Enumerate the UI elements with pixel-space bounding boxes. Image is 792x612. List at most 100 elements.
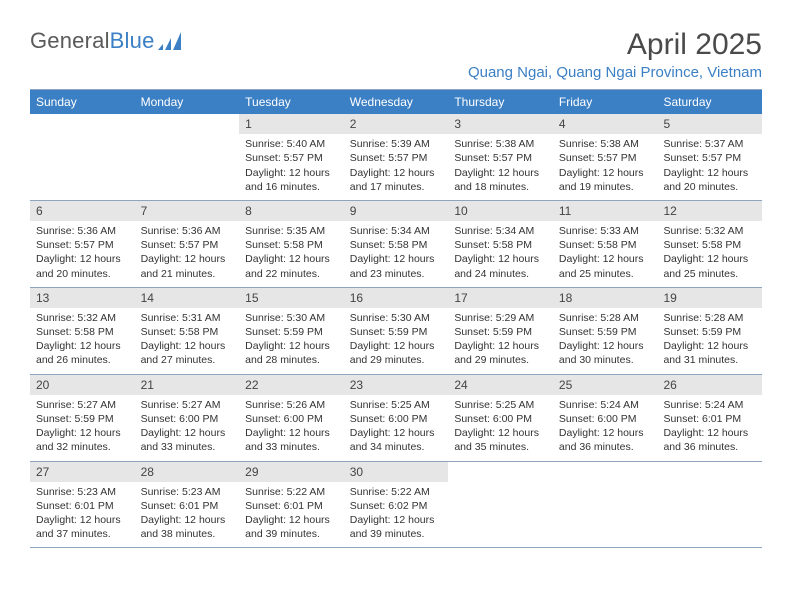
- day-number: 2: [344, 114, 449, 134]
- day-details: Sunrise: 5:37 AMSunset: 5:57 PMDaylight:…: [657, 137, 762, 194]
- weekday-tuesday: Tuesday: [239, 90, 344, 114]
- weekday-sunday: Sunday: [30, 90, 135, 114]
- day-cell: 20 Sunrise: 5:27 AMSunset: 5:59 PMDayligh…: [30, 375, 135, 461]
- day-details: Sunrise: 5:34 AMSunset: 5:58 PMDaylight:…: [448, 224, 553, 281]
- day-cell: 30Sunrise: 5:22 AMSunset: 6:02 PMDayligh…: [344, 462, 449, 548]
- day-cell: 13 Sunrise: 5:32 AMSunset: 5:58 PMDayligh…: [30, 288, 135, 374]
- day-number: 9: [344, 201, 449, 221]
- day-cell: 14Sunrise: 5:31 AMSunset: 5:58 PMDayligh…: [135, 288, 240, 374]
- day-cell: 16 Sunrise: 5:30 AMSunset: 5:59 PMDayligh…: [344, 288, 449, 374]
- day-cell: 0: [30, 114, 135, 200]
- day-details: Sunrise: 5:22 AMSunset: 6:01 PMDaylight:…: [239, 485, 344, 542]
- day-number: 5: [657, 114, 762, 134]
- day-number: 19: [657, 288, 762, 308]
- day-number: 30: [344, 462, 449, 482]
- weekday-row: SundayMondayTuesdayWednesdayThursdayFrid…: [30, 90, 762, 114]
- day-cell: 12Sunrise: 5:32 AMSunset: 5:58 PMDayligh…: [657, 201, 762, 287]
- day-details: Sunrise: 5:28 AMSunset: 5:59 PMDaylight:…: [657, 311, 762, 368]
- week-row: 27Sunrise: 5:23 AMSunset: 6:01 PMDayligh…: [30, 462, 762, 549]
- week-row: 6 Sunrise: 5:36 AMSunset: 5:57 PMDaylight…: [30, 201, 762, 288]
- day-cell: 7Sunrise: 5:36 AMSunset: 5:57 PMDaylight…: [135, 201, 240, 287]
- logo-text-1: General: [30, 28, 110, 54]
- day-number: 22: [239, 375, 344, 395]
- day-cell: 27Sunrise: 5:23 AMSunset: 6:01 PMDayligh…: [30, 462, 135, 548]
- day-number: 28: [135, 462, 240, 482]
- day-details: Sunrise: 5:40 AMSunset: 5:57 PMDaylight:…: [239, 137, 344, 194]
- day-number: 16: [344, 288, 449, 308]
- weekday-friday: Friday: [553, 90, 658, 114]
- day-number: 13: [30, 288, 135, 308]
- day-details: Sunrise: 5:38 AMSunset: 5:57 PMDaylight:…: [553, 137, 658, 194]
- month-title: April 2025: [468, 28, 762, 62]
- day-number: 1: [239, 114, 344, 134]
- header: GeneralBlue April 2025 Quang Ngai, Quang…: [30, 28, 762, 81]
- day-details: Sunrise: 5:32 AMSunset: 5:58 PMDaylight:…: [657, 224, 762, 281]
- day-cell: 6 Sunrise: 5:36 AMSunset: 5:57 PMDaylight…: [30, 201, 135, 287]
- day-details: Sunrise: 5:31 AMSunset: 5:58 PMDaylight:…: [135, 311, 240, 368]
- day-cell: 17Sunrise: 5:29 AMSunset: 5:59 PMDayligh…: [448, 288, 553, 374]
- day-cell: 26Sunrise: 5:24 AMSunset: 6:01 PMDayligh…: [657, 375, 762, 461]
- day-cell: 19 Sunrise: 5:28 AMSunset: 5:59 PMDayligh…: [657, 288, 762, 374]
- day-details: Sunrise: 5:23 AMSunset: 6:01 PMDaylight:…: [30, 485, 135, 542]
- day-cell: 28 Sunrise: 5:23 AMSunset: 6:01 PMDayligh…: [135, 462, 240, 548]
- day-details: Sunrise: 5:23 AMSunset: 6:01 PMDaylight:…: [135, 485, 240, 542]
- day-cell: 11 Sunrise: 5:33 AMSunset: 5:58 PMDayligh…: [553, 201, 658, 287]
- day-details: Sunrise: 5:24 AMSunset: 6:01 PMDaylight:…: [657, 398, 762, 455]
- day-details: Sunrise: 5:26 AMSunset: 6:00 PMDaylight:…: [239, 398, 344, 455]
- day-number: 20: [30, 375, 135, 395]
- weekday-monday: Monday: [135, 90, 240, 114]
- day-cell: 18 Sunrise: 5:28 AMSunset: 5:59 PMDayligh…: [553, 288, 658, 374]
- day-details: Sunrise: 5:24 AMSunset: 6:00 PMDaylight:…: [553, 398, 658, 455]
- day-cell: 10Sunrise: 5:34 AMSunset: 5:58 PMDayligh…: [448, 201, 553, 287]
- day-number: 15: [239, 288, 344, 308]
- day-cell: 8Sunrise: 5:35 AMSunset: 5:58 PMDaylight…: [239, 201, 344, 287]
- logo-text-2: Blue: [110, 28, 155, 54]
- weekday-wednesday: Wednesday: [344, 90, 449, 114]
- day-details: Sunrise: 5:33 AMSunset: 5:58 PMDaylight:…: [553, 224, 658, 281]
- day-details: Sunrise: 5:28 AMSunset: 5:59 PMDaylight:…: [553, 311, 658, 368]
- day-number: 4: [553, 114, 658, 134]
- day-cell: 0: [553, 462, 658, 548]
- day-details: Sunrise: 5:34 AMSunset: 5:58 PMDaylight:…: [344, 224, 449, 281]
- day-number: 18: [553, 288, 658, 308]
- day-details: Sunrise: 5:39 AMSunset: 5:57 PMDaylight:…: [344, 137, 449, 194]
- day-details: Sunrise: 5:32 AMSunset: 5:58 PMDaylight:…: [30, 311, 135, 368]
- day-cell: 25 Sunrise: 5:24 AMSunset: 6:00 PMDayligh…: [553, 375, 658, 461]
- day-cell: 0: [657, 462, 762, 548]
- day-details: Sunrise: 5:30 AMSunset: 5:59 PMDaylight:…: [344, 311, 449, 368]
- logo-bars-icon: [158, 32, 184, 50]
- day-cell: 29 Sunrise: 5:22 AMSunset: 6:01 PMDayligh…: [239, 462, 344, 548]
- day-details: Sunrise: 5:30 AMSunset: 5:59 PMDaylight:…: [239, 311, 344, 368]
- day-cell: 9 Sunrise: 5:34 AMSunset: 5:58 PMDaylight…: [344, 201, 449, 287]
- location-text: Quang Ngai, Quang Ngai Province, Vietnam: [468, 64, 762, 81]
- day-cell: 24Sunrise: 5:25 AMSunset: 6:00 PMDayligh…: [448, 375, 553, 461]
- day-details: Sunrise: 5:25 AMSunset: 6:00 PMDaylight:…: [344, 398, 449, 455]
- day-details: Sunrise: 5:36 AMSunset: 5:57 PMDaylight:…: [30, 224, 135, 281]
- day-cell: 15 Sunrise: 5:30 AMSunset: 5:59 PMDayligh…: [239, 288, 344, 374]
- day-cell: 5 Sunrise: 5:37 AMSunset: 5:57 PMDaylight…: [657, 114, 762, 200]
- week-row: 13 Sunrise: 5:32 AMSunset: 5:58 PMDayligh…: [30, 288, 762, 375]
- day-details: Sunrise: 5:25 AMSunset: 6:00 PMDaylight:…: [448, 398, 553, 455]
- calendar: SundayMondayTuesdayWednesdayThursdayFrid…: [30, 89, 762, 548]
- day-cell: 3 Sunrise: 5:38 AMSunset: 5:57 PMDaylight…: [448, 114, 553, 200]
- day-number: 7: [135, 201, 240, 221]
- weekday-saturday: Saturday: [657, 90, 762, 114]
- day-cell: 2 Sunrise: 5:39 AMSunset: 5:57 PMDaylight…: [344, 114, 449, 200]
- title-block: April 2025 Quang Ngai, Quang Ngai Provin…: [468, 28, 762, 81]
- day-cell: 22 Sunrise: 5:26 AMSunset: 6:00 PMDayligh…: [239, 375, 344, 461]
- day-number: 25: [553, 375, 658, 395]
- day-number: 8: [239, 201, 344, 221]
- day-number: 11: [553, 201, 658, 221]
- week-row: 0 0 1Sunrise: 5:40 AMSunset: 5:57 PMDayl…: [30, 114, 762, 201]
- day-number: 29: [239, 462, 344, 482]
- day-number: 6: [30, 201, 135, 221]
- day-details: Sunrise: 5:38 AMSunset: 5:57 PMDaylight:…: [448, 137, 553, 194]
- weekday-thursday: Thursday: [448, 90, 553, 114]
- day-number: 3: [448, 114, 553, 134]
- day-cell: 4 Sunrise: 5:38 AMSunset: 5:57 PMDaylight…: [553, 114, 658, 200]
- day-cell: 0: [448, 462, 553, 548]
- day-number: 21: [135, 375, 240, 395]
- day-number: 23: [344, 375, 449, 395]
- day-details: Sunrise: 5:27 AMSunset: 5:59 PMDaylight:…: [30, 398, 135, 455]
- week-row: 20 Sunrise: 5:27 AMSunset: 5:59 PMDayligh…: [30, 375, 762, 462]
